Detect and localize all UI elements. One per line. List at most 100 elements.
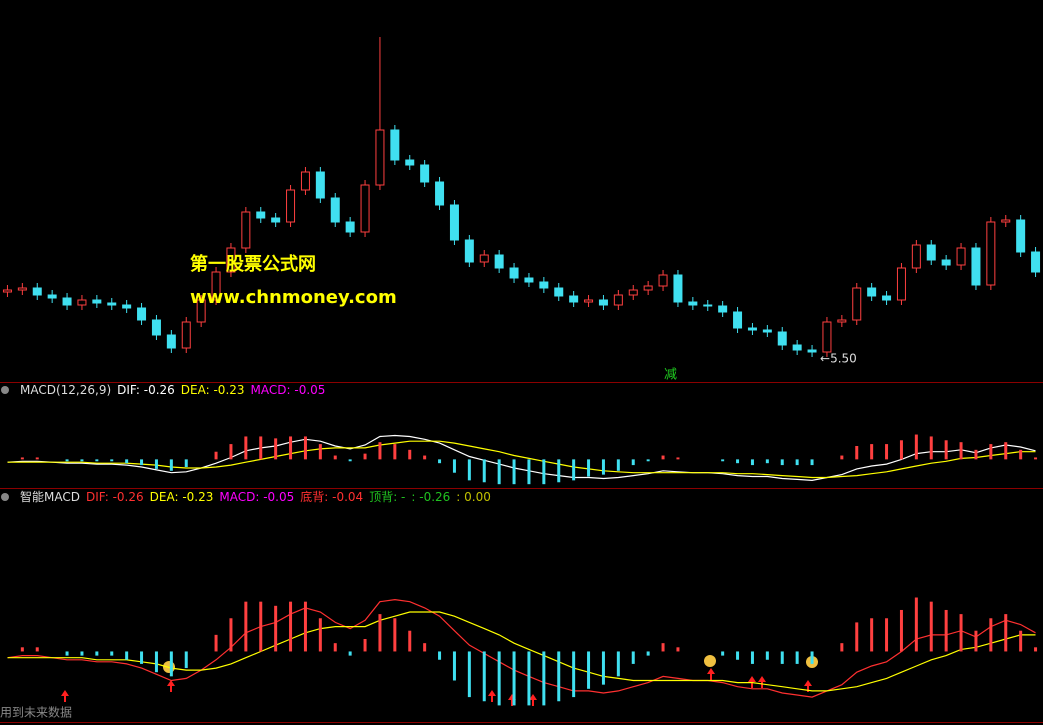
candle-body	[17, 287, 27, 291]
header-item: : -0.26	[411, 490, 450, 504]
candle-body	[703, 304, 713, 307]
candle-body	[271, 217, 281, 223]
candle-body	[405, 159, 415, 166]
candle-body	[554, 287, 564, 297]
candle-body	[867, 287, 877, 297]
header-item: : 0.00	[456, 490, 491, 504]
header-item: DIF: -0.26	[117, 383, 175, 397]
candle-body	[986, 221, 996, 286]
candle-body	[300, 171, 310, 191]
candle-body	[181, 321, 191, 349]
header-item: MACD: -0.05	[251, 383, 326, 397]
header-item: MACD: -0.05	[219, 490, 294, 504]
candle-body	[375, 129, 385, 186]
candle-body	[807, 349, 817, 353]
candle-body	[1016, 219, 1026, 253]
candle-body	[628, 289, 638, 296]
candle-body	[956, 247, 966, 266]
candle-body	[524, 277, 534, 283]
candle-body	[166, 334, 176, 349]
buy-arrow	[804, 680, 812, 692]
candle-body	[509, 267, 519, 279]
candle-body	[390, 129, 400, 161]
candle-body	[882, 295, 892, 301]
candle-body	[420, 164, 430, 183]
candle-body	[449, 204, 459, 241]
indicator-line	[7, 434, 1036, 482]
candle-body	[32, 287, 42, 296]
candle-body	[151, 319, 161, 336]
candle-body	[47, 294, 57, 299]
header-item: 顶背: -	[369, 490, 405, 504]
candle-body	[688, 301, 698, 306]
buy-arrow	[167, 680, 175, 692]
candle-body	[2, 289, 12, 293]
candle-body	[733, 311, 743, 329]
header-item: DEA: -0.23	[150, 490, 214, 504]
candle-body	[494, 254, 504, 269]
header-item: 底背: -0.04	[300, 489, 363, 504]
candle-body	[435, 181, 445, 206]
candle-body	[77, 299, 87, 306]
indicator-line	[7, 598, 1036, 698]
candle-body	[941, 259, 951, 266]
panel-header: 智能MACD DIF: -0.26 DEA: -0.23 MACD: -0.05 底背:…	[20, 489, 491, 504]
candle-body	[137, 307, 147, 321]
candle-body	[1031, 251, 1041, 273]
buy-arrow	[758, 676, 766, 688]
watermark: 第一股票公式网	[190, 253, 316, 275]
panel-icon[interactable]	[1, 493, 9, 501]
candle-body	[926, 244, 936, 261]
candle-body	[777, 331, 787, 346]
buy-arrow	[707, 668, 715, 680]
candle-body	[256, 211, 266, 219]
candle-body	[286, 189, 296, 223]
candle-body	[747, 327, 757, 331]
header-item: DIF: -0.26	[86, 490, 144, 504]
candle-body	[971, 247, 981, 286]
candle-body	[673, 274, 683, 303]
buy-arrows	[61, 668, 812, 706]
candle-body	[92, 299, 102, 304]
candle-body	[122, 304, 132, 309]
candle-body	[107, 302, 117, 306]
buy-arrow	[529, 694, 537, 706]
candle-body	[569, 295, 579, 303]
candle-body	[315, 171, 325, 199]
candle-body	[613, 294, 623, 306]
candle-body	[584, 299, 594, 303]
candle-body	[822, 321, 832, 353]
candle-body	[792, 344, 802, 351]
panel-icon[interactable]	[1, 386, 9, 394]
panel-header: MACD(12,26,9) DIF: -0.26 DEA: -0.23 MACD: -…	[20, 383, 325, 397]
low-marker: ←5.50	[820, 352, 857, 366]
candle-body	[896, 267, 906, 301]
header-item: MACD(12,26,9)	[20, 383, 111, 397]
candle-body	[241, 211, 251, 249]
candle-body	[718, 305, 728, 313]
indicator-line	[7, 440, 1036, 479]
candle-body	[852, 287, 862, 321]
candle-body	[330, 197, 340, 223]
candle-body	[643, 285, 653, 291]
buy-arrow	[61, 690, 69, 702]
footer-note: 用到未来数据	[0, 705, 72, 720]
watermark: www.chnmoney.com	[190, 287, 397, 308]
candle-body	[196, 299, 206, 323]
header-item: DEA: -0.23	[181, 383, 245, 397]
buy-arrow	[488, 690, 496, 702]
header-item: 智能MACD	[20, 489, 80, 504]
candle-body	[360, 184, 370, 233]
candle-body	[598, 299, 608, 306]
candle-body	[539, 281, 549, 289]
candle-body	[479, 254, 489, 263]
signal-text: 减	[664, 368, 677, 383]
candle-body	[911, 244, 921, 269]
candle-body	[658, 274, 668, 287]
candle-body	[464, 239, 474, 263]
candle-body	[837, 319, 847, 323]
candle-body	[62, 297, 72, 306]
money-bag	[704, 655, 716, 667]
indicator-line	[7, 611, 1036, 692]
